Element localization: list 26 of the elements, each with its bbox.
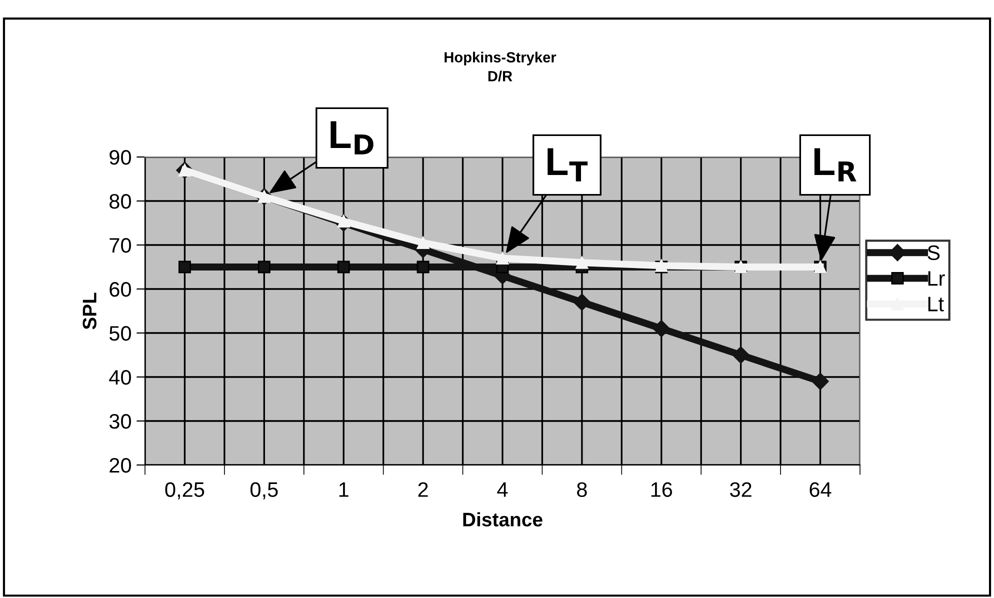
y-tick-label: 20: [110, 458, 131, 473]
y-tick-label: 60: [110, 282, 131, 297]
x-tick-label: 32: [730, 482, 752, 497]
y-tick-label: 40: [109, 370, 131, 385]
legend-label: Lr: [928, 271, 945, 286]
y-tick-label: 50: [109, 326, 131, 341]
x-tick-label: 64: [810, 482, 832, 497]
x-axis-title: Distance: [463, 512, 542, 526]
y-tick-label: 70: [110, 238, 131, 253]
y-tick-label: 90: [110, 150, 131, 165]
y-tick-label: 80: [110, 194, 131, 209]
legend-label: S: [928, 245, 940, 260]
chart-subtitle: Hopkins-Stryker D/R: [444, 52, 556, 82]
x-tick-label: 2: [418, 482, 428, 497]
x-tick-label: 0,5: [250, 482, 278, 500]
x-tick-label: 4: [497, 482, 508, 497]
x-tick-label: 8: [577, 482, 587, 497]
annotation: L$_{R}$: [814, 148, 856, 182]
annotation: L$_{T}$: [548, 148, 588, 182]
x-tick-label: 16: [651, 482, 672, 497]
annotation: L$_{D}$: [330, 121, 374, 154]
x-tick-label: 1: [339, 482, 348, 497]
y-axis-title: SPL: [82, 292, 96, 330]
x-tick-label: 0,25: [165, 482, 204, 500]
y-tick-label: 30: [109, 414, 131, 429]
legend-label: Lt: [928, 296, 944, 312]
